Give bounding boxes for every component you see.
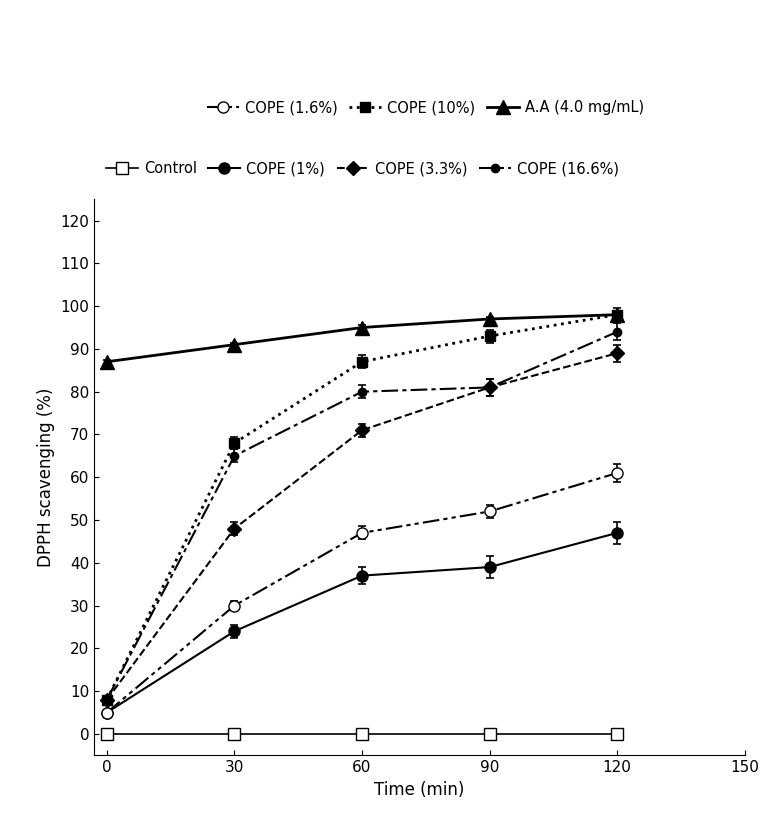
Legend: COPE (1.6%), COPE (10%), A.A (4.0 mg/mL): COPE (1.6%), COPE (10%), A.A (4.0 mg/mL) xyxy=(202,96,648,120)
Y-axis label: DPPH scavenging (%): DPPH scavenging (%) xyxy=(37,388,55,567)
X-axis label: Time (min): Time (min) xyxy=(374,781,465,798)
